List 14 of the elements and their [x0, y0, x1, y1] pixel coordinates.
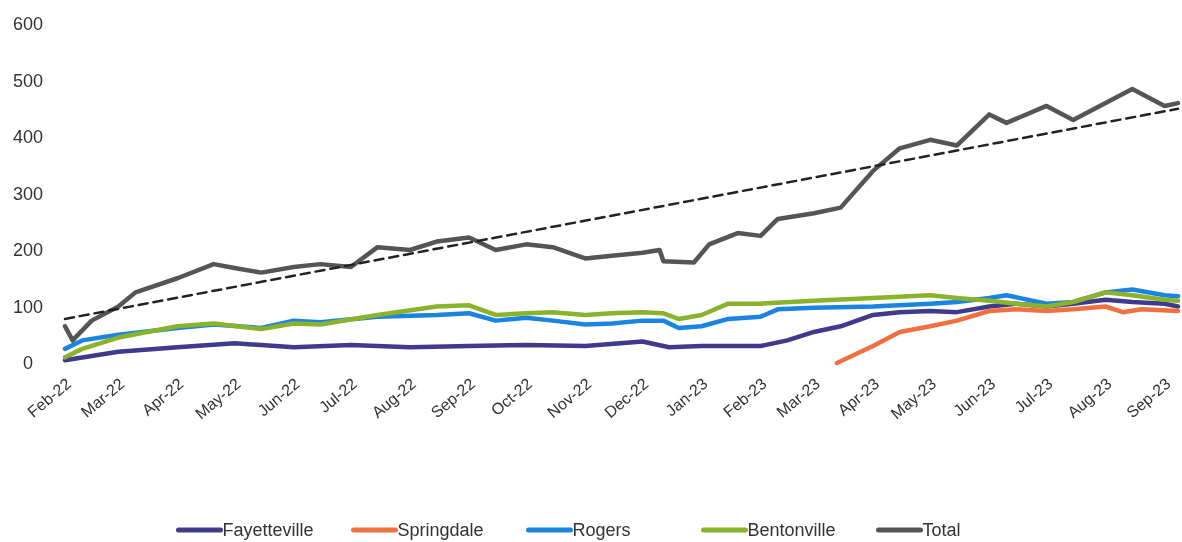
legend-label: Bentonville: [747, 520, 836, 541]
legend-label: Rogers: [572, 520, 631, 541]
y-tick-label: 600: [12, 14, 44, 35]
y-tick-label: 100: [12, 296, 44, 317]
legend-label: Total: [922, 520, 961, 541]
y-tick-label: 400: [12, 127, 44, 148]
y-tick-label: 500: [12, 70, 44, 91]
line-series: [834, 304, 1181, 366]
y-tick-label: 200: [12, 240, 44, 261]
y-tick-label: 0: [22, 353, 34, 374]
line-series: [62, 86, 1181, 343]
y-tick-label: 300: [12, 183, 44, 204]
legend-label: Fayetteville: [222, 520, 314, 541]
legend-label: Springdale: [397, 520, 484, 541]
